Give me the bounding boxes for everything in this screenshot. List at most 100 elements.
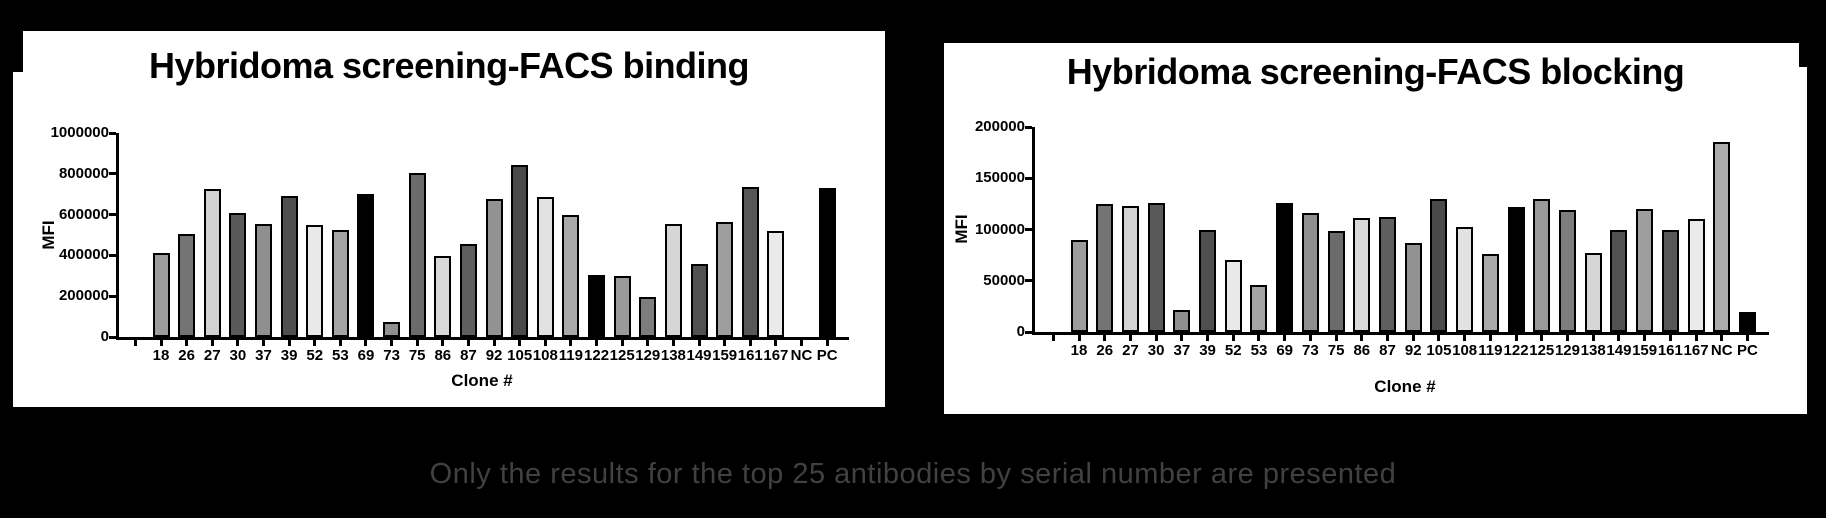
x-tick-label-27: 27 [203, 347, 221, 364]
x-tick-label-87: 87 [1379, 342, 1396, 359]
bar-87 [459, 244, 477, 337]
blocking-chart-title: Hybridoma screening-FACS blocking [1066, 51, 1685, 92]
x-axis-tick [774, 340, 778, 346]
bar-87 [1379, 217, 1397, 332]
x-tick-label-69: 69 [1276, 342, 1294, 359]
bar-119 [1481, 254, 1499, 332]
x-tick-label-37: 37 [255, 347, 272, 364]
x-tick-label-119: 119 [1478, 342, 1503, 359]
bar-161 [1661, 229, 1679, 332]
x-tick-label-129: 129 [635, 347, 661, 364]
y-axis-tick [109, 335, 116, 339]
x-axis-tick [390, 340, 394, 346]
bar-75 [408, 172, 426, 337]
x-axis-tick [236, 340, 240, 346]
x-tick-label-108: 108 [532, 347, 558, 364]
x-axis-tick [1591, 335, 1595, 341]
blocking-x-axis-label: Clone # [1374, 377, 1436, 396]
panel-corner-notch [1799, 43, 1807, 67]
bar-122 [1507, 206, 1525, 332]
bar-108 [1456, 227, 1474, 332]
x-tick-label-26: 26 [1096, 342, 1114, 359]
bar-PC [1738, 311, 1756, 332]
x-tick-label-73: 73 [383, 347, 400, 364]
bar-105 [1430, 198, 1448, 332]
x-tick-label-NC: NC [790, 347, 813, 364]
x-axis-tick [1540, 335, 1544, 341]
bar-73 [1301, 213, 1319, 332]
x-tick-label-53: 53 [1250, 342, 1268, 359]
x-axis-tick [185, 340, 189, 346]
x-axis-tick [1308, 335, 1312, 341]
bar-PC [818, 188, 836, 337]
x-axis-tick [569, 340, 573, 346]
x-tick-label-69: 69 [357, 347, 375, 364]
x-tick-label-87: 87 [460, 347, 477, 364]
x-tick-label-52: 52 [1224, 342, 1242, 359]
bar-92 [485, 199, 503, 337]
x-tick-label-NC: NC [1710, 342, 1733, 359]
y-axis-tick [109, 294, 116, 298]
bar-18 [152, 253, 170, 337]
x-axis-tick [1360, 335, 1364, 341]
bar-NC [1713, 142, 1731, 332]
y-axis-tick [1025, 125, 1032, 129]
y-tick-label-0: 0 [1016, 323, 1025, 340]
bar-125 [613, 275, 631, 337]
bar-159 [1636, 209, 1654, 332]
x-tick-label-161: 161 [1657, 342, 1683, 359]
panel-corner-notch [13, 31, 23, 72]
bar-69 [357, 194, 375, 337]
bar-53 [331, 229, 349, 337]
x-axis-tick [748, 340, 752, 346]
bar-30 [229, 212, 247, 337]
x-axis-tick [518, 340, 522, 346]
x-tick-label-75: 75 [1327, 342, 1345, 359]
y-tick-label-200000: 200000 [974, 118, 1025, 135]
x-axis-tick [723, 340, 727, 346]
x-tick-label-75: 75 [408, 347, 426, 364]
bar-86 [1353, 218, 1371, 332]
y-tick-label-800000: 800000 [58, 164, 109, 182]
x-tick-label-18: 18 [152, 347, 170, 364]
x-axis-origin-tick [133, 340, 137, 346]
x-tick-label-37: 37 [1173, 342, 1191, 359]
x-tick-label-26: 26 [178, 347, 195, 364]
y-tick-label-1000000: 1000000 [50, 124, 109, 141]
x-axis-origin-tick [1051, 335, 1055, 341]
x-axis-tick [1077, 335, 1081, 341]
x-tick-label-149: 149 [1606, 342, 1632, 359]
y-tick-label-50000: 50000 [983, 271, 1025, 289]
x-axis-tick [1283, 335, 1287, 341]
x-axis-line [116, 337, 850, 340]
x-axis-tick [1437, 335, 1441, 341]
x-axis-tick [543, 340, 547, 346]
bar-26 [1096, 203, 1114, 332]
binding-chart-title: Hybridoma screening-FACS binding [148, 45, 750, 86]
bar-53 [1250, 284, 1268, 332]
binding-plot-area: 0 200000 400000 600000 800000 1000000 18 26 27 30… [51, 124, 850, 364]
x-tick-label-125: 125 [1529, 342, 1555, 359]
x-tick-label-167: 167 [763, 347, 789, 364]
blocking-plot-area: 0 50000 100000 150000 200000 18 26 27 30 37 39 52 53… [975, 118, 1775, 359]
x-axis-tick [1231, 335, 1235, 341]
y-axis-tick [1025, 279, 1032, 283]
x-tick-label-73: 73 [1302, 342, 1319, 359]
bar-105 [511, 164, 529, 337]
x-tick-label-108: 108 [1452, 342, 1478, 359]
x-axis-tick [441, 340, 445, 346]
x-tick-label-138: 138 [1580, 342, 1606, 359]
bar-39 [280, 196, 298, 337]
bar-30 [1147, 202, 1165, 332]
x-axis-tick [1411, 335, 1415, 341]
x-tick-label-53: 53 [331, 347, 349, 364]
x-tick-label-167: 167 [1683, 342, 1709, 359]
x-axis-tick [620, 340, 624, 346]
bar-125 [1533, 198, 1551, 332]
x-tick-label-18: 18 [1070, 342, 1088, 359]
x-axis-tick [1128, 335, 1132, 341]
x-tick-label-86: 86 [434, 347, 452, 364]
bar-167 [1687, 219, 1705, 332]
bar-52 [306, 224, 324, 337]
x-axis-tick [1694, 335, 1698, 341]
